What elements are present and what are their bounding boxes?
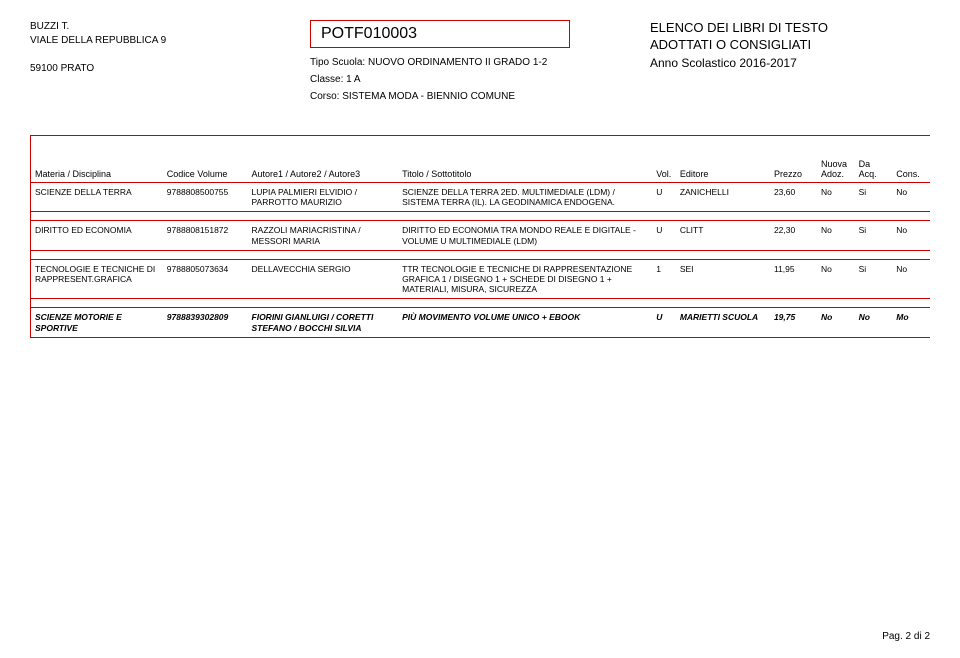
header: BUZZI T. VIALE DELLA REPUBBLICA 9 59100 … (30, 20, 930, 105)
cell-autore: FIORINI GIANLUIGI / CORETTI STEFANO / BO… (248, 308, 399, 337)
cell-cons: Mo (892, 308, 930, 337)
school-code: POTF010003 (310, 20, 570, 48)
cell-cons: No (892, 221, 930, 250)
cell-da: No (855, 308, 893, 337)
cell-cons: No (892, 183, 930, 212)
cell-vol: U (652, 183, 676, 212)
table-head: Materia / Disciplina Codice Volume Autor… (31, 156, 930, 183)
cell-prezzo: 22,30 (770, 221, 817, 250)
corso-value: SISTEMA MODA - BIENNIO COMUNE (342, 91, 515, 102)
cell-vol: U (652, 308, 676, 337)
table-row: SCIENZE DELLA TERRA9788808500755LUPIA PA… (31, 183, 930, 212)
cell-codice: 9788839302809 (163, 308, 248, 337)
cell-prezzo: 11,95 (770, 259, 817, 299)
right-line2: ADOTTATI O CONSIGLIATI (650, 37, 930, 54)
table-row: DIRITTO ED ECONOMIA9788808151872RAZZOLI … (31, 221, 930, 250)
col-prezzo: Prezzo (770, 156, 817, 183)
tipo-value: NUOVO ORDINAMENTO II GRADO 1-2 (368, 57, 547, 68)
school-name: BUZZI T. (30, 20, 310, 34)
meta-lines: Tipo Scuola: NUOVO ORDINAMENTO II GRADO … (310, 54, 610, 105)
corso-label: Corso: (310, 88, 339, 105)
cell-da: Si (855, 183, 893, 212)
cell-autore: DELLAVECCHIA SERGIO (248, 259, 399, 299)
right-line1: ELENCO DEI LIBRI DI TESTO (650, 20, 930, 37)
cell-materia: DIRITTO ED ECONOMIA (31, 221, 163, 250)
cell-nuova: No (817, 221, 855, 250)
classe-value: 1 A (346, 74, 360, 85)
code-block: POTF010003 Tipo Scuola: NUOVO ORDINAMENT… (310, 20, 610, 105)
school-address: VIALE DELLA REPUBBLICA 9 (30, 34, 310, 48)
cell-editore: SEI (676, 259, 770, 299)
col-codice: Codice Volume (163, 156, 248, 183)
col-vol: Vol. (652, 156, 676, 183)
body-frame: Materia / Disciplina Codice Volume Autor… (30, 135, 930, 338)
books-table: Materia / Disciplina Codice Volume Autor… (31, 156, 930, 338)
cell-nuova: No (817, 183, 855, 212)
col-cons: Cons. (892, 156, 930, 183)
cell-codice: 9788808151872 (163, 221, 248, 250)
cell-titolo: TTR TECNOLOGIE E TECNICHE DI RAPPRESENTA… (398, 259, 652, 299)
right-line3: Anno Scolastico 2016-2017 (650, 56, 930, 72)
cell-nuova: No (817, 259, 855, 299)
cell-prezzo: 19,75 (770, 308, 817, 337)
col-materia: Materia / Disciplina (31, 156, 163, 183)
cell-nuova: No (817, 308, 855, 337)
col-autore: Autore1 / Autore2 / Autore3 (248, 156, 399, 183)
cell-autore: RAZZOLI MARIACRISTINA / MESSORI MARIA (248, 221, 399, 250)
cell-titolo: SCIENZE DELLA TERRA 2ED. MULTIMEDIALE (L… (398, 183, 652, 212)
cell-editore: CLITT (676, 221, 770, 250)
table-row: TECNOLOGIE E TECNICHE DI RAPPRESENT.GRAF… (31, 259, 930, 299)
col-titolo: Titolo / Sottotitolo (398, 156, 652, 183)
cell-materia: SCIENZE DELLA TERRA (31, 183, 163, 212)
school-postcode-city: 59100 PRATO (30, 62, 310, 76)
table-row: SCIENZE MOTORIE E SPORTIVE9788839302809F… (31, 308, 930, 337)
col-nuova: Nuova Adoz. (817, 156, 855, 183)
col-da: Da Acq. (855, 156, 893, 183)
right-title-block: ELENCO DEI LIBRI DI TESTO ADOTTATI O CON… (610, 20, 930, 71)
cell-codice: 9788808500755 (163, 183, 248, 212)
cell-editore: ZANICHELLI (676, 183, 770, 212)
school-block: BUZZI T. VIALE DELLA REPUBBLICA 9 59100 … (30, 20, 310, 76)
classe-label: Classe: (310, 71, 343, 88)
cell-codice: 9788805073634 (163, 259, 248, 299)
cell-vol: 1 (652, 259, 676, 299)
cell-vol: U (652, 221, 676, 250)
cell-titolo: DIRITTO ED ECONOMIA TRA MONDO REALE E DI… (398, 221, 652, 250)
cell-materia: SCIENZE MOTORIE E SPORTIVE (31, 308, 163, 337)
cell-autore: LUPIA PALMIERI ELVIDIO / PARROTTO MAURIZ… (248, 183, 399, 212)
tipo-label: Tipo Scuola: (310, 54, 365, 71)
cell-da: Si (855, 259, 893, 299)
cell-editore: MARIETTI SCUOLA (676, 308, 770, 337)
cell-da: Si (855, 221, 893, 250)
cell-materia: TECNOLOGIE E TECNICHE DI RAPPRESENT.GRAF… (31, 259, 163, 299)
cell-cons: No (892, 259, 930, 299)
page-footer: Pag. 2 di 2 (882, 631, 930, 642)
cell-titolo: PIÙ MOVIMENTO VOLUME UNICO + EBOOK (398, 308, 652, 337)
col-editore: Editore (676, 156, 770, 183)
cell-prezzo: 23,60 (770, 183, 817, 212)
